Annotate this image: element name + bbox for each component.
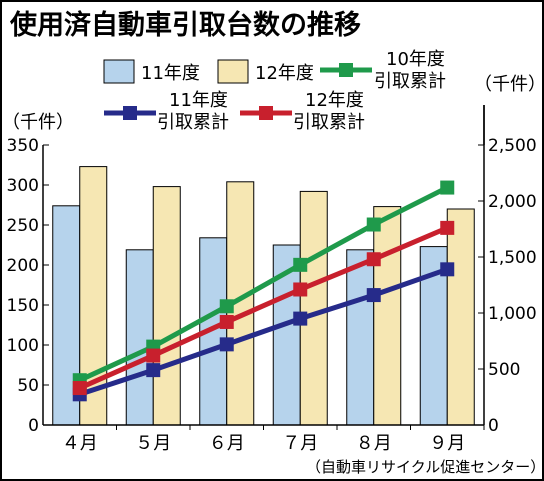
x-tick-label-0: ４月 xyxy=(62,433,98,454)
x-tick-label-4: ８月 xyxy=(356,433,392,454)
left-tick-label-0: 0 xyxy=(28,416,39,436)
bar-12-3 xyxy=(299,190,328,426)
right-tick-label-4: 2,000 xyxy=(488,192,537,212)
legend-marker-line-12 xyxy=(259,106,273,120)
line-10-cumulative xyxy=(78,185,449,383)
point-11-2 xyxy=(219,337,234,352)
point-12-4 xyxy=(366,252,381,267)
legend-label-line-12-a: 12年度 xyxy=(305,90,364,111)
x-tick-label-3: ７月 xyxy=(282,433,318,454)
line-12-cumulative xyxy=(78,225,449,391)
legend-label-line-11-b: 引取累計 xyxy=(157,112,229,133)
legend-marker-line-11 xyxy=(123,106,137,120)
point-10-2 xyxy=(219,299,234,314)
bar-12-1 xyxy=(152,186,181,426)
left-tick-label-2: 100 xyxy=(7,336,39,356)
x-tick-label-5: ９月 xyxy=(429,433,465,454)
point-11-4 xyxy=(366,288,381,303)
source-note: （自動車リサイクル促進センター） xyxy=(306,458,544,476)
legend-label-line-12-b: 引取累計 xyxy=(293,112,365,133)
point-12-0 xyxy=(72,381,87,396)
x-tick-label-2: ６月 xyxy=(209,433,245,454)
plot-area: 0 50 100 150 200 250 300 350 0 500 1,000 1,500 2,000… xyxy=(7,105,537,454)
point-10-4 xyxy=(366,217,381,232)
left-tick-label-6: 300 xyxy=(7,176,39,196)
point-12-1 xyxy=(146,348,161,363)
left-axis-unit: （千件） xyxy=(2,112,74,133)
point-12-3 xyxy=(293,282,308,297)
left-tick-label-4: 200 xyxy=(7,256,39,276)
point-10-5 xyxy=(440,180,455,195)
right-tick-label-2: 1,000 xyxy=(488,304,537,324)
right-tick-label-5: 2,500 xyxy=(488,136,537,156)
right-tick-label-3: 1,500 xyxy=(488,248,537,268)
bar-12-4 xyxy=(373,206,402,426)
point-12-2 xyxy=(219,314,234,329)
legend-swatch-bar-11 xyxy=(103,59,135,84)
legend-marker-line-10 xyxy=(339,63,353,77)
bar-11-1 xyxy=(125,249,154,426)
point-11-1 xyxy=(146,363,161,378)
point-11-3 xyxy=(293,311,308,326)
bar-11-4 xyxy=(346,249,375,426)
x-tick-label-1: ５月 xyxy=(135,433,171,454)
right-tick-label-1: 500 xyxy=(488,360,520,380)
left-tick-label-5: 250 xyxy=(7,216,39,236)
point-10-3 xyxy=(293,257,308,272)
chart-title: 使用済自動車引取台数の推移 xyxy=(9,9,361,41)
legend: 11年度 12年度 10年度 引取累計 11年度 引取累計 12年度 引取累計 xyxy=(103,49,446,133)
line-11-cumulative xyxy=(78,266,449,397)
legend-swatch-bar-12 xyxy=(217,59,249,84)
legend-label-bar-12: 12年度 xyxy=(255,63,314,84)
right-tick-label-0: 0 xyxy=(488,416,499,436)
legend-label-line-10-b: 引取累計 xyxy=(374,71,446,92)
legend-label-line-10-a: 10年度 xyxy=(386,49,445,70)
left-tick-label-1: 50 xyxy=(17,376,39,396)
point-11-5 xyxy=(440,262,455,277)
bar-12-5 xyxy=(446,208,475,426)
left-tick-label-3: 150 xyxy=(7,296,39,316)
right-axis-unit: （千件） xyxy=(474,74,544,95)
point-12-5 xyxy=(440,220,455,235)
legend-label-line-11-a: 11年度 xyxy=(169,90,228,111)
left-tick-label-7: 350 xyxy=(7,136,39,156)
legend-label-bar-11: 11年度 xyxy=(141,63,200,84)
